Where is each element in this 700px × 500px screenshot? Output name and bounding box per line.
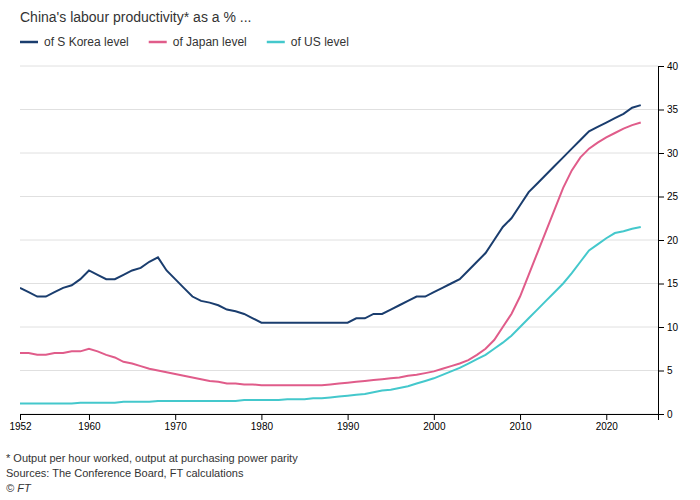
x-tick-mark (89, 414, 90, 420)
grid-line (20, 153, 658, 154)
grid-line (20, 327, 658, 328)
x-tick: 1952 (9, 414, 32, 432)
x-tick: 1970 (165, 414, 188, 432)
x-tick-label: 1990 (337, 421, 360, 432)
legend-label: of S Korea level (44, 35, 129, 49)
x-axis: 1952 1960 1970 1980 1990 2000 2010 2020 (9, 414, 658, 432)
x-tick: 1960 (78, 414, 101, 432)
plot-area (20, 105, 641, 403)
y-tick-label: 35 (667, 104, 679, 115)
y-tick-mark (658, 414, 664, 415)
y-tick-label: 20 (667, 235, 679, 246)
y-tick-label: 40 (667, 61, 679, 72)
series-line (20, 105, 641, 323)
footnote: * Output per hour worked, output at purc… (6, 452, 298, 464)
y-tick-label: 15 (667, 278, 679, 289)
legend-item: of US level (267, 35, 349, 49)
x-tick: 2020 (596, 414, 619, 432)
y-tick-label: 10 (667, 322, 679, 333)
grid (20, 66, 658, 414)
y-tick-label: 0 (667, 409, 673, 420)
legend-label: of US level (291, 35, 349, 49)
x-tick-mark (606, 414, 607, 420)
x-tick-label: 2000 (423, 421, 446, 432)
y-tick: 25 (658, 191, 679, 202)
series-line (20, 227, 641, 404)
y-tick-label: 30 (667, 148, 679, 159)
y-axis-line (659, 67, 665, 415)
y-tick: 0 (658, 409, 673, 420)
y-tick-mark (658, 197, 664, 198)
x-tick-label: 2010 (509, 421, 532, 432)
x-tick-mark (520, 414, 521, 420)
x-tick: 1980 (251, 414, 274, 432)
x-tick-mark (261, 414, 262, 420)
x-tick-mark (20, 414, 21, 420)
y-tick-mark (658, 284, 664, 285)
y-tick: 35 (658, 104, 679, 115)
series-line (20, 123, 641, 386)
chart: China's labour productivity* as a % ... 1… (0, 0, 700, 500)
y-tick-label: 25 (667, 191, 679, 202)
y-tick-mark (658, 66, 664, 67)
y-tick-mark (658, 153, 664, 154)
legend-swatch (20, 41, 38, 44)
x-tick-label: 2020 (596, 421, 619, 432)
x-tick-mark (434, 414, 435, 420)
legend-item: of S Korea level (20, 35, 129, 49)
x-tick: 2010 (509, 414, 532, 432)
legend-swatch (267, 41, 285, 44)
y-tick: 40 (658, 61, 679, 72)
grid-line (20, 240, 658, 241)
y-tick: 30 (658, 148, 679, 159)
grid-line (20, 109, 658, 110)
y-tick-mark (658, 240, 664, 241)
legend-swatch (149, 41, 167, 44)
legend-item: of Japan level (149, 35, 247, 49)
grid-line (20, 370, 658, 371)
footnote: Sources: The Conference Board, FT calcul… (6, 467, 244, 479)
y-tick: 15 (658, 278, 679, 289)
y-tick: 5 (658, 365, 673, 376)
x-tick-label: 1980 (251, 421, 274, 432)
title: China's labour productivity* as a % ... (20, 9, 251, 25)
x-axis-line (21, 415, 659, 421)
y-tick-mark (658, 371, 664, 372)
y-tick: 10 (658, 322, 679, 333)
y-tick-mark (658, 327, 664, 328)
y-tick-mark (658, 110, 664, 111)
y-tick-label: 5 (667, 365, 673, 376)
x-tick-label: 1960 (78, 421, 101, 432)
y-tick: 20 (658, 235, 679, 246)
x-tick: 2000 (423, 414, 446, 432)
x-tick: 1990 (337, 414, 360, 432)
footnotes: * Output per hour worked, output at purc… (6, 452, 298, 494)
footnote: © FT (6, 482, 32, 494)
x-tick-label: 1952 (9, 421, 32, 432)
x-tick-label: 1970 (165, 421, 188, 432)
legend: of S Korea level of Japan level of US leve… (20, 35, 349, 49)
grid-line (20, 196, 658, 197)
legend-label: of Japan level (173, 35, 247, 49)
y-axis: 0 5 10 15 20 25 30 35 40 (658, 61, 679, 420)
grid-line (20, 66, 658, 67)
x-tick-mark (348, 414, 349, 420)
x-tick-mark (175, 414, 176, 420)
